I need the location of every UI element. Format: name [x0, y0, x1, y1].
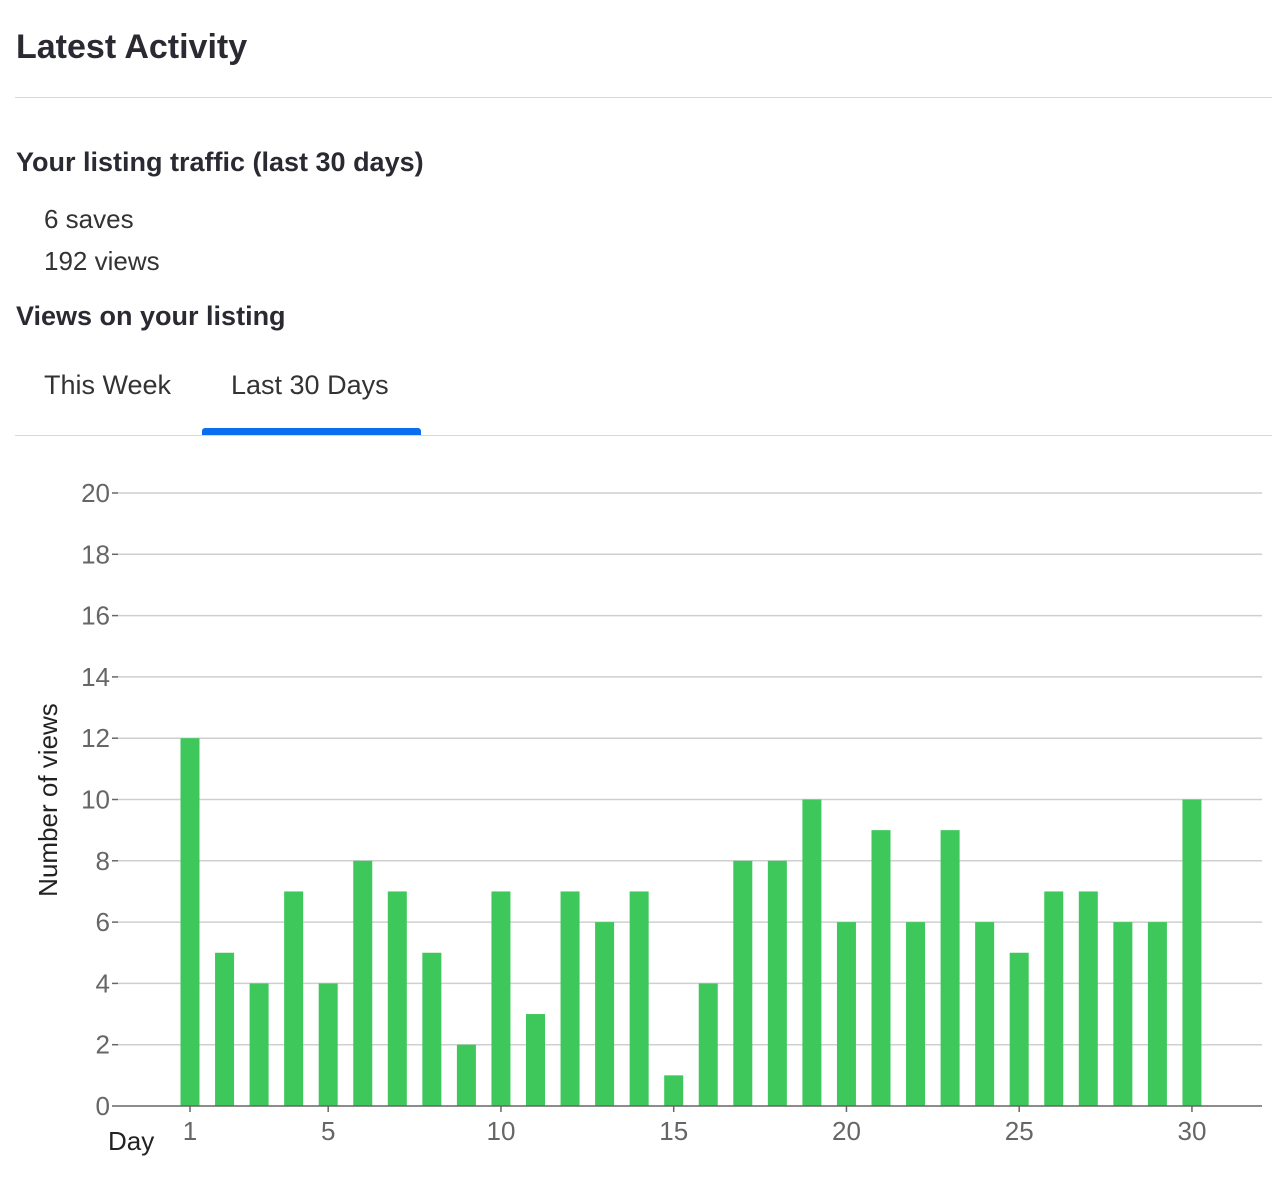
bar-day-3: [249, 983, 269, 1106]
bar-day-26: [1044, 891, 1064, 1106]
views-count: 192 views: [44, 246, 160, 276]
bar-day-11: [526, 1014, 545, 1106]
x-axis: 1 5 10 15 20 25 30: [118, 1105, 1262, 1146]
bar-day-9: [456, 1044, 476, 1106]
y-tick-label: 18: [81, 539, 110, 569]
y-tick-label: 14: [81, 662, 110, 692]
bar-day-22: [906, 922, 926, 1106]
y-tick-label: 6: [96, 907, 110, 937]
bar-day-6: [353, 860, 373, 1106]
bar-day-15: [664, 1075, 684, 1106]
bar-day-10: [491, 891, 511, 1106]
bar-day-23: [940, 830, 960, 1106]
bar-day-28: [1113, 922, 1133, 1106]
x-tick-label: 30: [1177, 1116, 1206, 1146]
x-tick-label: 25: [1005, 1116, 1034, 1146]
x-axis-label: Day: [108, 1126, 154, 1156]
bar-day-12: [560, 891, 580, 1106]
bar-day-16: [698, 983, 718, 1106]
y-tick-label: 20: [81, 478, 110, 508]
bar-day-2: [215, 952, 235, 1106]
bar-day-7: [387, 891, 407, 1106]
bar-day-5: [318, 983, 338, 1106]
bar-day-25: [1009, 952, 1029, 1106]
x-tick-label: 15: [659, 1116, 688, 1146]
chart-bars: [180, 738, 1202, 1106]
chart-gridlines: [118, 492, 1262, 1046]
y-tick-label: 0: [96, 1091, 110, 1121]
y-tick-label: 8: [96, 846, 110, 876]
bar-day-27: [1078, 891, 1098, 1106]
saves-count: 6 saves: [44, 204, 134, 234]
y-tick-label: 10: [81, 785, 110, 815]
bar-day-4: [284, 891, 304, 1106]
bar-day-13: [595, 922, 615, 1106]
y-axis: 0 2 4 6 8 10 12 14 16 18 20: [81, 478, 118, 1121]
y-axis-label: Number of views: [33, 703, 63, 897]
bar-day-20: [836, 922, 856, 1106]
y-tick-label: 2: [96, 1030, 110, 1060]
tab-last-30-days[interactable]: Last 30 Days: [231, 370, 389, 400]
traffic-heading: Your listing traffic (last 30 days): [16, 147, 424, 177]
bar-day-24: [975, 922, 995, 1106]
page-title: Latest Activity: [16, 28, 248, 66]
views-heading: Views on your listing: [16, 301, 286, 331]
y-tick-label: 12: [81, 723, 110, 753]
bar-day-1: [180, 738, 200, 1106]
x-tick-label: 20: [832, 1116, 861, 1146]
active-tab-indicator: [202, 428, 421, 435]
y-tick-label: 16: [81, 601, 110, 631]
x-tick-label: 10: [486, 1116, 515, 1146]
tabs-divider: [15, 435, 1272, 436]
bar-day-8: [422, 952, 442, 1106]
bar-day-18: [767, 860, 787, 1106]
bar-day-14: [629, 891, 649, 1106]
x-tick-label: 1: [183, 1116, 197, 1146]
tab-this-week[interactable]: This Week: [44, 370, 172, 400]
bar-day-17: [733, 860, 753, 1106]
header-divider: [15, 97, 1272, 98]
bar-day-21: [871, 830, 891, 1106]
x-tick-label: 5: [321, 1116, 335, 1146]
bar-day-29: [1147, 922, 1167, 1106]
bar-day-30: [1182, 799, 1202, 1106]
bar-day-19: [802, 799, 822, 1106]
y-tick-label: 4: [96, 968, 110, 998]
